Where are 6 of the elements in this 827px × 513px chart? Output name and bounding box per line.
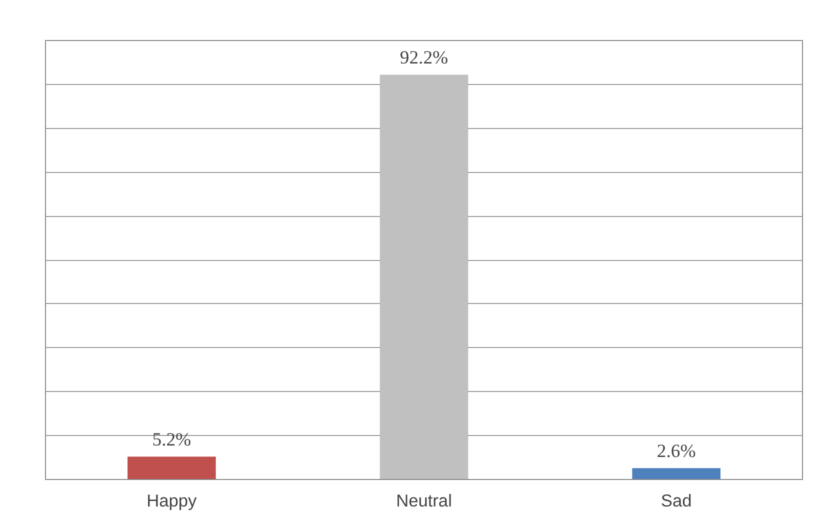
data-label: 2.6% <box>656 441 696 462</box>
x-tick-label: Happy <box>146 490 198 510</box>
data-label: 5.2% <box>152 430 192 451</box>
x-tick-label: Sad <box>660 490 692 510</box>
x-tick-label: Neutral <box>396 490 452 510</box>
data-label: 92.2% <box>400 48 448 69</box>
